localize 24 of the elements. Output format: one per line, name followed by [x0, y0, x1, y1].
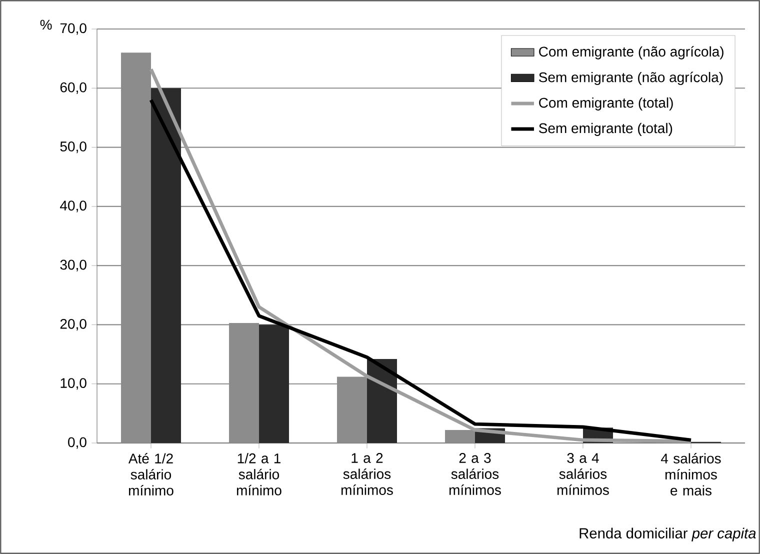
legend-label: Com emigrante (não agrícola)	[539, 46, 724, 60]
y-tick-label: 20,0	[60, 318, 86, 331]
bar	[445, 430, 476, 443]
legend-label: Sem emigrante (total)	[539, 122, 672, 136]
y-tick-label: 70,0	[60, 23, 86, 35]
y-tick-label: 0,0	[68, 437, 86, 449]
x-tick-label: Até 1/2 salário mínimo	[128, 453, 174, 496]
y-axis-title: %	[40, 20, 52, 30]
bar	[259, 324, 289, 443]
bar	[151, 88, 182, 443]
x-tick-label: 3 a 4 salários mínimos	[557, 453, 609, 495]
y-tick-label: 60,0	[60, 82, 86, 94]
y-tick-label: 50,0	[60, 142, 86, 154]
legend-label: Sem emigrante (não agrícola)	[539, 72, 723, 86]
x-tick-label: 1/2 a 1 salário mínimo	[236, 453, 282, 496]
y-tick-label: 30,0	[60, 260, 86, 272]
x-tick-label: 2 a 3 salários mínimos	[449, 453, 501, 495]
x-tick-label: 4 salários mínimos e mais	[660, 453, 721, 496]
x-tick-label: 1 a 2 salários mínimos	[341, 453, 393, 495]
y-tick-label: 10,0	[60, 378, 86, 390]
x-axis-title: Renda domiciliar per capita	[580, 528, 756, 542]
legend-label: Com emigrante (total)	[539, 97, 673, 110]
bar	[367, 359, 398, 443]
y-tick-label: 40,0	[60, 200, 86, 212]
